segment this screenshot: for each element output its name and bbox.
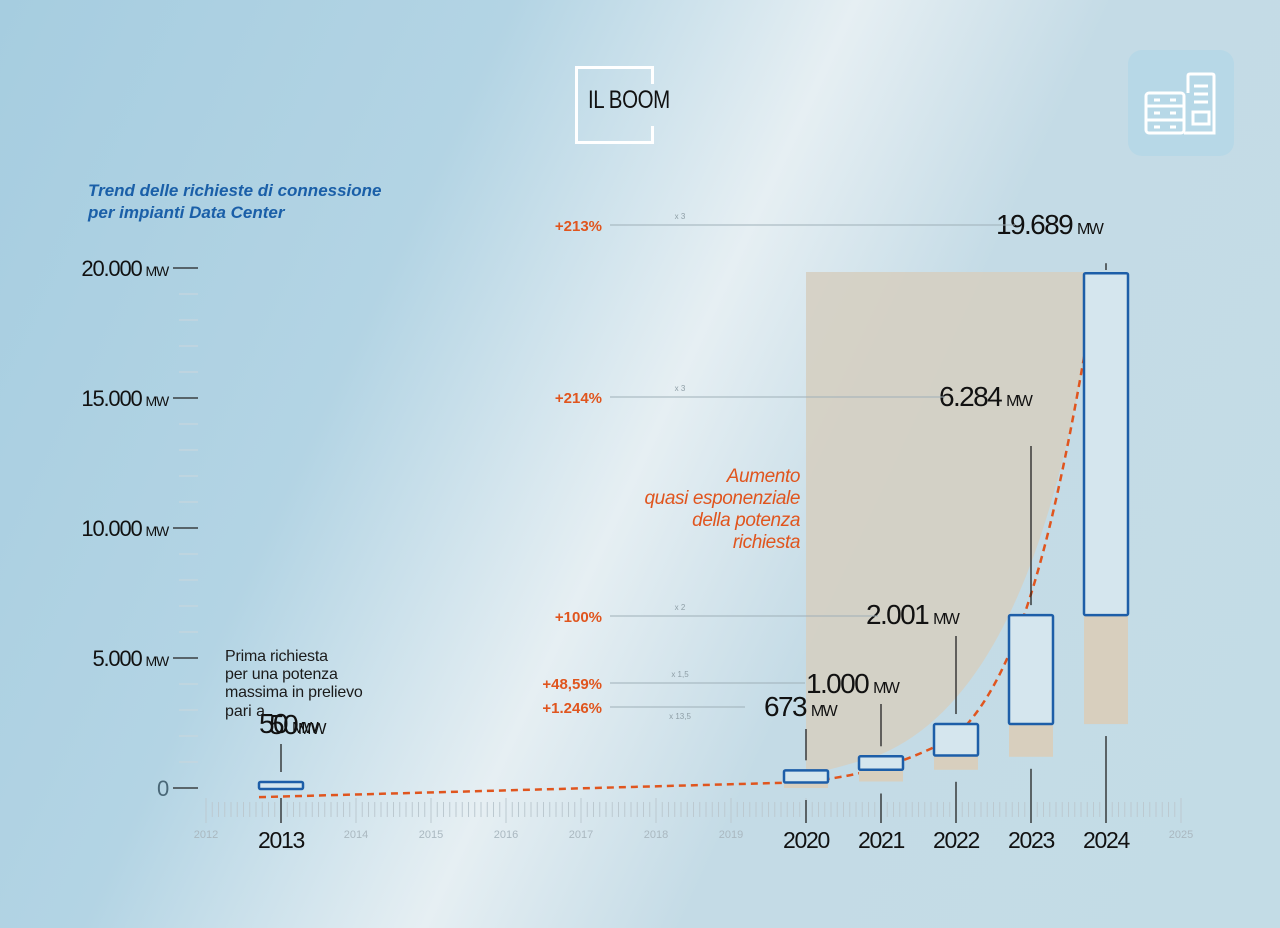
trend-dashed-line (258, 269, 1100, 799)
curve-annotation-line: richiesta (733, 532, 800, 553)
x-minor-label: 2015 (419, 829, 443, 841)
x-minor-label: 2019 (719, 829, 743, 841)
bar-base-2024 (1084, 615, 1128, 725)
x-year-label: 2013 (258, 827, 304, 853)
growth-percent-label: +100% (555, 609, 602, 626)
data-center-server-icon (1144, 72, 1216, 135)
data-center-icon-card (1128, 50, 1234, 156)
subtitle-line-1: Trend delle richieste di connessione (88, 181, 382, 200)
y-tick-label: 20.000 MW (81, 256, 170, 281)
y-tick-label: 5.000 MW (92, 646, 170, 671)
value-label-2021: 1.000 MW (806, 668, 901, 699)
bar-base-2020 (784, 782, 828, 788)
bar-2023 (1007, 613, 1055, 726)
x-minor-label: 2012 (194, 829, 218, 841)
first-request-unit: MW (298, 721, 327, 738)
curve-annotation-line: della potenza (692, 510, 800, 531)
bar-2022 (932, 722, 980, 757)
growth-percent-label: +213% (555, 218, 602, 235)
x-year-label: 2020 (783, 827, 829, 853)
x-minor-label: 2025 (1169, 829, 1193, 841)
page-title: IL BOOM (588, 86, 670, 114)
curve-annotation-line: Aumento (726, 466, 800, 487)
bar-base-2022 (934, 755, 978, 770)
bar-2021 (857, 755, 905, 772)
x-year-label: 2022 (933, 827, 979, 853)
curve-annotation-line: quasi esponenziale (645, 488, 800, 509)
bar-2024 (1082, 271, 1130, 617)
bar-base-2021 (859, 769, 903, 782)
first-request-annotation-line: massima in prelievo (225, 684, 363, 701)
growth-factor-label: x 13,5 (669, 712, 691, 721)
bar-2013 (257, 780, 305, 791)
y-tick-label: 15.000 MW (81, 386, 170, 411)
value-label-2013: 50 MW (259, 708, 320, 739)
first-request-value: 50 (269, 709, 298, 740)
first-request-prefix: pari a (225, 703, 265, 720)
value-label-2020: 673 MW (764, 691, 839, 722)
growth-factor-label: x 3 (675, 384, 686, 393)
bar-2020 (782, 769, 830, 784)
y-tick-label: 0 (157, 776, 169, 801)
x-minor-label: 2018 (644, 829, 668, 841)
bar-base-2023 (1009, 724, 1053, 757)
subtitle-line-2: per impianti Data Center (88, 203, 285, 222)
x-year-label: 2023 (1008, 827, 1054, 853)
growth-percent-label: +214% (555, 390, 602, 407)
x-year-label: 2024 (1083, 827, 1130, 853)
growth-factor-label: x 2 (675, 603, 686, 612)
x-minor-label: 2016 (494, 829, 518, 841)
x-year-label: 2021 (858, 827, 904, 853)
growth-shaded-area (806, 272, 1099, 848)
growth-percent-label: +48,59% (542, 676, 602, 693)
chart-subtitle: Trend delle richieste di connessione per… (88, 180, 382, 224)
y-tick-label: 10.000 MW (81, 516, 170, 541)
title-frame (575, 66, 654, 144)
value-label-2022: 2.001 MW (866, 599, 961, 630)
growth-factor-label: x 3 (675, 212, 686, 221)
growth-percent-label: +1.246% (542, 700, 602, 717)
growth-factor-label: x 1,5 (671, 670, 689, 679)
first-request-annotation-line: Prima richiesta (225, 648, 328, 665)
first-request-annotation-line: per una potenza (225, 666, 338, 683)
x-minor-label: 2014 (344, 829, 368, 841)
value-label-2023: 6.284 MW (939, 381, 1034, 412)
x-minor-label: 2017 (569, 829, 593, 841)
